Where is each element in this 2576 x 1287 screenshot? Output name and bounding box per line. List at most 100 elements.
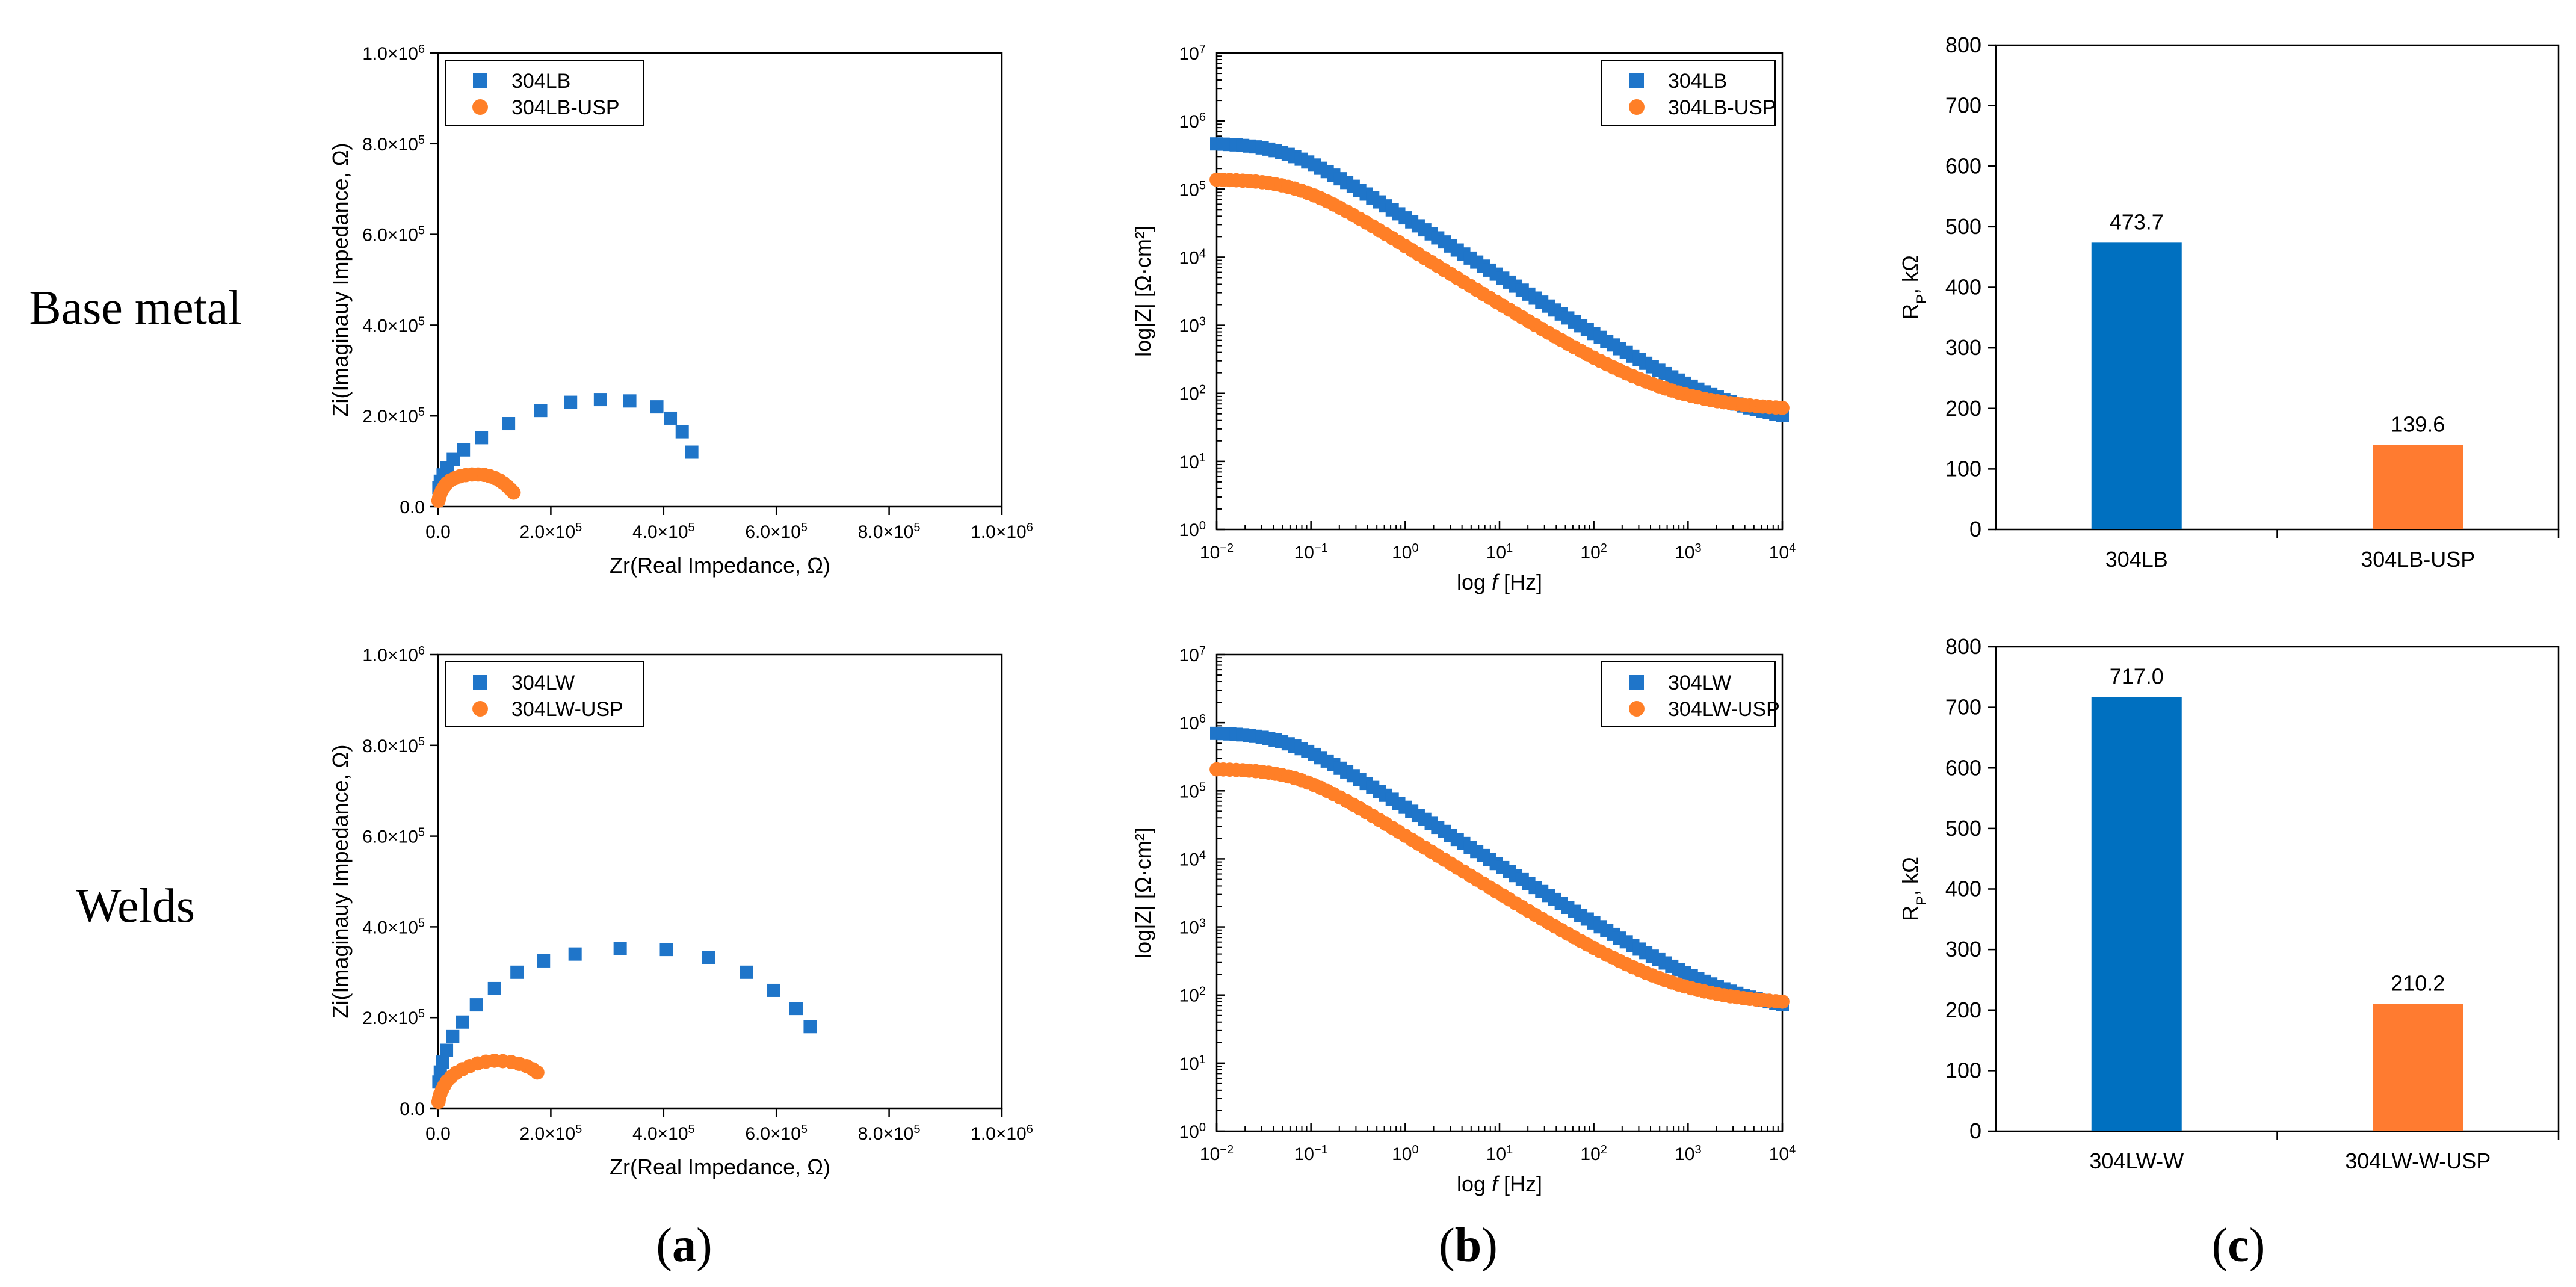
y-axis-label: log|Z| [Ω·cm²]: [1131, 827, 1155, 958]
legend-marker-304LW: [1629, 675, 1644, 690]
y-tick-label: 4.0×105: [362, 916, 425, 937]
data-point-304LW: [767, 983, 780, 997]
legend-marker-304LB-USP: [472, 99, 488, 115]
y-tick-label: 100: [1179, 1121, 1206, 1142]
data-point-304LB: [650, 400, 664, 414]
x-tick-label: 104: [1769, 542, 1796, 563]
y-tick-label: 6.0×105: [362, 826, 425, 847]
x-axis-label: log f [Hz]: [1457, 570, 1542, 594]
bar-304LB: [2091, 242, 2182, 529]
y-tick-label: 105: [1179, 179, 1206, 200]
legend-marker-304LB: [1629, 73, 1644, 88]
x-tick-label: 100: [1392, 542, 1419, 563]
legend-box: [1601, 661, 1776, 727]
y-tick-label: 300: [1945, 335, 1981, 360]
x-category-label: 304LW-W: [2089, 1149, 2184, 1173]
legend-label: 304LW-USP: [1668, 698, 1780, 721]
legend-label: 304LB-USP: [1668, 96, 1776, 119]
nyquist-weld-chart: 0.0 2.0×105 4.0×105 6.0×105 8.0×105 1.0×106 0.…: [328, 644, 1033, 1179]
y-tick-label: 400: [1945, 275, 1981, 300]
data-point-304LW: [487, 981, 501, 995]
y-tick-label: 0.0: [400, 1099, 425, 1119]
y-tick-label: 200: [1945, 396, 1981, 421]
x-tick-label: 4.0×105: [632, 521, 695, 542]
data-point-304LW: [740, 965, 753, 979]
data-point-304LW: [510, 965, 524, 979]
rp-weld-chart: 0 100 200 300 400 500 600 700 800 RP, kΩ 717.0 304L…: [1898, 634, 2560, 1173]
plot-frame: [437, 653, 1003, 1110]
x-category-label: 304LW-W-USP: [2345, 1149, 2491, 1173]
x-tick-label: 103: [1675, 1143, 1702, 1164]
data-point-304LB: [534, 404, 548, 418]
y-tick-label: 101: [1179, 1053, 1206, 1074]
legend-box: [1601, 60, 1776, 126]
x-tick-label: 4.0×105: [632, 1123, 695, 1144]
x-axis-label: Zr(Real Impedance, Ω): [610, 553, 830, 578]
legend-marker-304LW-USP: [472, 701, 488, 717]
y-tick-label: 4.0×105: [362, 315, 425, 336]
svg-text:(c): (c): [2212, 1219, 2266, 1272]
x-tick-label: 10−1: [1294, 542, 1328, 563]
data-point-304LW: [440, 1043, 454, 1057]
bar-304LB-USP: [2373, 445, 2463, 529]
y-tick-label: 101: [1179, 451, 1206, 472]
legend-label: 304LB: [511, 70, 570, 93]
y-tick-label: 107: [1179, 644, 1206, 665]
y-tick-label: 600: [1945, 153, 1981, 178]
bar-value-label: 717.0: [2110, 664, 2164, 689]
x-tick-label: 8.0×105: [858, 1123, 921, 1144]
y-tick-label: 800: [1945, 634, 1981, 659]
data-point-304LW: [568, 947, 582, 961]
x-tick-label: 102: [1580, 1143, 1607, 1164]
x-axis-label: Zr(Real Impedance, Ω): [610, 1155, 830, 1179]
x-tick-label: 0.0: [425, 522, 451, 542]
x-tick-label: 10−2: [1200, 542, 1234, 563]
rp-base-chart: 0 100 200 300 400 500 600 700 800 RP, kΩ 473.7 304L…: [1898, 32, 2560, 572]
x-tick-label: 2.0×105: [520, 521, 582, 542]
y-tick-label: 6.0×105: [362, 224, 425, 245]
nyquist-base-chart: 0.0 2.0×105 4.0×105 6.0×105 8.0×105 1.0×106 0.…: [328, 43, 1033, 578]
data-point-304LW: [436, 1055, 449, 1069]
plot-frame: [1995, 646, 2560, 1132]
data-point-304LB: [685, 445, 699, 459]
bode-weld-chart: 10−2 10−1 100 101 102 103 104 100 101 102 103 104 10…: [1131, 644, 1796, 1196]
y-tick-label: 700: [1945, 93, 1981, 118]
data-point-304LW: [789, 1002, 803, 1016]
data-point-304LB: [457, 443, 471, 457]
legend-label: 304LW: [1668, 671, 1731, 694]
y-tick-label: 104: [1179, 848, 1206, 869]
x-tick-label: 1.0×106: [971, 521, 1033, 542]
data-point-304LB: [675, 425, 689, 439]
y-tick-label: 800: [1945, 32, 1981, 57]
legend-label: 304LW: [511, 671, 575, 694]
legend-marker-304LW: [473, 675, 487, 690]
bode-base-chart: 10−2 10−1 100 101 102 103 104 100 101 102 103 104 10…: [1131, 43, 1796, 594]
bar-value-label: 473.7: [2110, 209, 2164, 234]
y-tick-label: 2.0×105: [362, 1007, 425, 1028]
data-point-304LB-USP: [1775, 400, 1790, 415]
data-point-304LB: [502, 417, 516, 431]
legend-label: 304LW-USP: [511, 698, 623, 721]
data-point-304LW: [659, 943, 673, 957]
x-category-label: 304LB: [2105, 547, 2168, 572]
data-point-304LW: [613, 942, 627, 955]
data-point-304LW: [803, 1020, 817, 1034]
legend-label: 304LB-USP: [511, 96, 620, 119]
x-tick-label: 1.0×106: [971, 1123, 1033, 1144]
bar-304LW-W: [2091, 697, 2182, 1131]
x-tick-label: 8.0×105: [858, 521, 921, 542]
data-point-304LB: [564, 395, 578, 409]
y-axis-label: Zi(Imaginauy Impedance, Ω): [328, 143, 353, 416]
y-axis-label: log|Z| [Ω·cm²]: [1131, 226, 1155, 357]
x-axis-label: log f [Hz]: [1457, 1171, 1542, 1196]
y-tick-label: 100: [1945, 456, 1981, 481]
x-category-label: 304LB-USP: [2361, 547, 2475, 572]
data-point-304LB: [593, 393, 607, 407]
x-tick-label: 102: [1580, 542, 1607, 563]
x-tick-label: 103: [1675, 542, 1702, 563]
bar-value-label: 139.6: [2391, 412, 2445, 437]
y-tick-label: 106: [1179, 111, 1206, 132]
data-point-304LW-USP: [1775, 994, 1790, 1009]
y-tick-label: 2.0×105: [362, 406, 425, 427]
